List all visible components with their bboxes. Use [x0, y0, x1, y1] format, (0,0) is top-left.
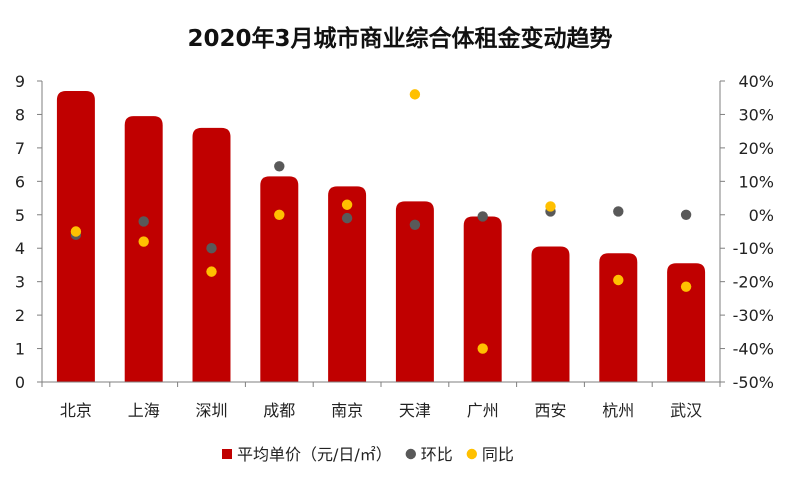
yoy-point-武汉	[680, 281, 692, 292]
left-tick-label: 2	[15, 306, 25, 325]
legend-yoy-swatch	[466, 448, 478, 460]
mom-point-武汉	[680, 209, 692, 220]
right-tick-label: -20%	[733, 273, 774, 292]
yoy-point-杭州	[613, 274, 624, 286]
right-tick-label: -50%	[733, 373, 774, 392]
mom-point-上海	[138, 216, 149, 227]
yoy-point-北京	[70, 226, 82, 237]
yoy-point-深圳	[206, 266, 217, 277]
yoy-point-西安	[545, 201, 556, 212]
category-label: 武汉	[670, 401, 702, 420]
left-tick-label: 3	[15, 273, 25, 292]
right-tick-label: -10%	[733, 239, 774, 258]
right-tick-label: 30%	[738, 105, 774, 124]
bar-深圳	[192, 127, 231, 382]
left-tick-label: 1	[15, 340, 25, 359]
left-tick-label: 8	[15, 105, 25, 124]
category-label: 成都	[263, 401, 295, 420]
category-label: 天津	[399, 401, 431, 420]
left-tick-label: 5	[15, 206, 25, 225]
right-tick-label: 10%	[738, 172, 774, 191]
bar-广州	[463, 216, 502, 382]
yoy-point-上海	[138, 236, 149, 247]
category-labels: 北京 上海 深圳 成都 南京 天津 广州 西安 杭州 武汉	[41, 382, 721, 420]
category-label: 西安	[534, 401, 566, 420]
category-label: 杭州	[602, 401, 634, 420]
mom-point-南京	[341, 212, 353, 224]
bar-西安	[531, 246, 570, 382]
mom-point-杭州	[613, 206, 624, 217]
left-axis-ticks: 0 1 2 3 4 5 6 7 8 9	[15, 72, 42, 392]
mom-point-天津	[409, 219, 421, 231]
right-tick-label: 20%	[738, 139, 774, 158]
right-tick-label: 0%	[749, 206, 774, 225]
dot-group	[70, 89, 692, 354]
legend-bar-swatch	[222, 449, 232, 459]
yoy-point-成都	[274, 209, 285, 220]
bar-成都	[260, 176, 299, 382]
legend-label: 平均单价（元/日/㎡）	[237, 445, 392, 464]
right-tick-label: -30%	[733, 306, 774, 325]
left-tick-label: 6	[15, 172, 25, 191]
legend: 平均单价（元/日/㎡） 环比 同比	[222, 445, 514, 464]
bar-group	[56, 91, 706, 383]
category-label: 上海	[128, 401, 160, 420]
left-tick-label: 9	[15, 72, 25, 91]
category-label: 深圳	[195, 401, 227, 420]
mom-point-成都	[274, 161, 285, 172]
category-label: 北京	[60, 401, 92, 420]
bar-上海	[124, 116, 163, 382]
chart-title: 2020年3月城市商业综合体租金变动趋势	[187, 25, 612, 52]
bar-南京	[328, 186, 367, 382]
bar-天津	[395, 201, 434, 382]
yoy-point-南京	[341, 199, 353, 210]
category-label: 南京	[331, 401, 363, 420]
legend-mom-swatch	[405, 448, 416, 460]
yoy-point-广州	[477, 343, 488, 354]
legend-label: 环比	[421, 445, 453, 464]
right-axis-ticks: -50% -40% -30% -20% -10% 0% 10% 20% 30% 40%	[720, 72, 774, 392]
legend-label: 同比	[482, 445, 514, 464]
left-tick-label: 7	[15, 139, 25, 158]
mom-point-广州	[477, 211, 488, 222]
left-tick-label: 0	[15, 373, 25, 392]
bar-武汉	[667, 263, 706, 382]
mom-point-深圳	[206, 243, 217, 254]
right-tick-label: 40%	[738, 72, 774, 91]
yoy-point-天津	[409, 89, 421, 100]
left-tick-label: 4	[15, 239, 25, 258]
category-label: 广州	[467, 401, 499, 420]
right-tick-label: -40%	[733, 340, 774, 359]
bar-杭州	[599, 253, 638, 382]
